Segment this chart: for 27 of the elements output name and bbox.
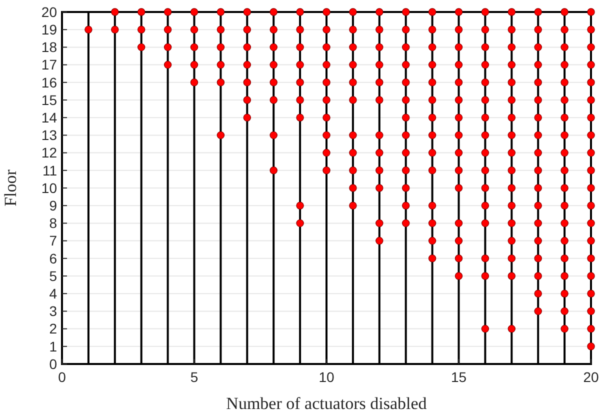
x-axis-title: Number of actuators disabled	[226, 394, 428, 413]
y-tick-label: 15	[41, 92, 58, 108]
y-tick-label: 6	[49, 250, 58, 266]
y-tick-label: 16	[41, 74, 58, 90]
y-tick-label: 8	[49, 215, 58, 232]
y-tick-label: 5	[49, 268, 58, 284]
y-tick-label: 9	[49, 198, 58, 214]
y-tick-label: 19	[41, 22, 58, 38]
y-tick-label: 4	[49, 286, 58, 302]
y-tick-label: 3	[49, 303, 58, 320]
y-tick-label: 10	[41, 180, 58, 196]
y-tick-label: 2	[49, 320, 58, 337]
y-tick-label: 14	[41, 110, 58, 126]
y-tick-label: 1	[49, 338, 58, 354]
y-tick-label: 13	[41, 127, 58, 144]
y-tick-label: 17	[41, 56, 58, 73]
y-tick-label: 7	[49, 232, 58, 249]
x-tick-label: 15	[450, 369, 467, 385]
x-tick-label: 5	[190, 369, 198, 385]
x-tick-label: 20	[583, 369, 599, 385]
y-tick-label: 0	[49, 356, 58, 372]
y-tick-label: 18	[41, 39, 58, 56]
x-tick-label: 10	[318, 369, 334, 385]
y-axis-title: Floor	[1, 169, 20, 206]
y-tick-label: 11	[42, 162, 58, 178]
y-tick-label: 20	[41, 4, 58, 20]
y-tick-label: 12	[41, 144, 58, 161]
